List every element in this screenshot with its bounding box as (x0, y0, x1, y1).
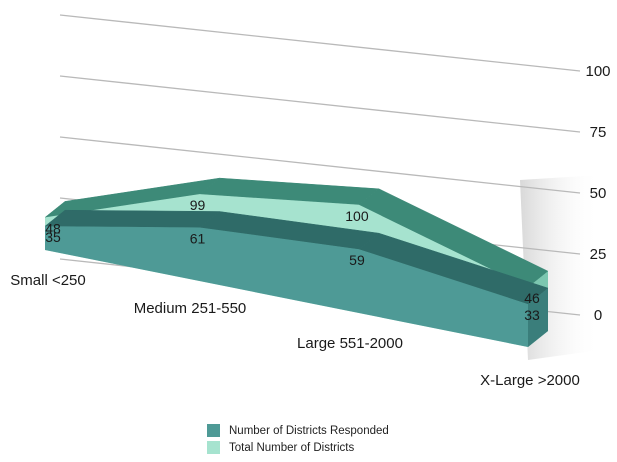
data-label: 61 (190, 230, 206, 246)
legend-label-responded: Number of Districts Responded (229, 424, 389, 437)
legend-item-total: Total Number of Districts (207, 439, 389, 456)
data-label: 46 (524, 290, 540, 306)
data-label: 35 (45, 229, 61, 245)
x-axis-category-labels: Small <250 Medium 251-550 Large 551-2000 X-… (10, 272, 580, 389)
series-0-front-face (45, 226, 528, 347)
category-label: Medium 251-550 (134, 300, 247, 317)
data-label: 48 (45, 220, 61, 236)
gridline (59, 14, 581, 72)
category-label: X-Large >2000 (480, 372, 580, 389)
legend-item-responded: Number of Districts Responded (207, 422, 389, 439)
series-0-side-face (528, 288, 548, 347)
data-labels: 35 61 59 33 48 99 100 46 (45, 197, 540, 323)
data-label: 99 (190, 197, 206, 213)
y-tick-label: 50 (590, 185, 607, 202)
gridline (59, 136, 581, 194)
y-tick-label: 0 (594, 307, 602, 324)
y-tick-label: 100 (585, 63, 610, 80)
legend: Number of Districts Responded Total Numb… (207, 422, 389, 456)
y-tick-label: 25 (590, 246, 607, 263)
data-label: 33 (524, 307, 540, 323)
y-axis-tick-labels: 0 25 50 75 100 (585, 63, 610, 324)
category-label: Small <250 (10, 272, 85, 289)
gridline (59, 75, 581, 133)
series-areas (44, 177, 549, 347)
data-label: 100 (345, 208, 369, 224)
y-tick-label: 75 (590, 124, 607, 141)
legend-swatch-responded (207, 424, 220, 437)
legend-swatch-total (207, 441, 220, 454)
data-label: 59 (349, 252, 365, 268)
legend-label-total: Total Number of Districts (229, 441, 355, 454)
category-label: Large 551-2000 (297, 335, 403, 352)
